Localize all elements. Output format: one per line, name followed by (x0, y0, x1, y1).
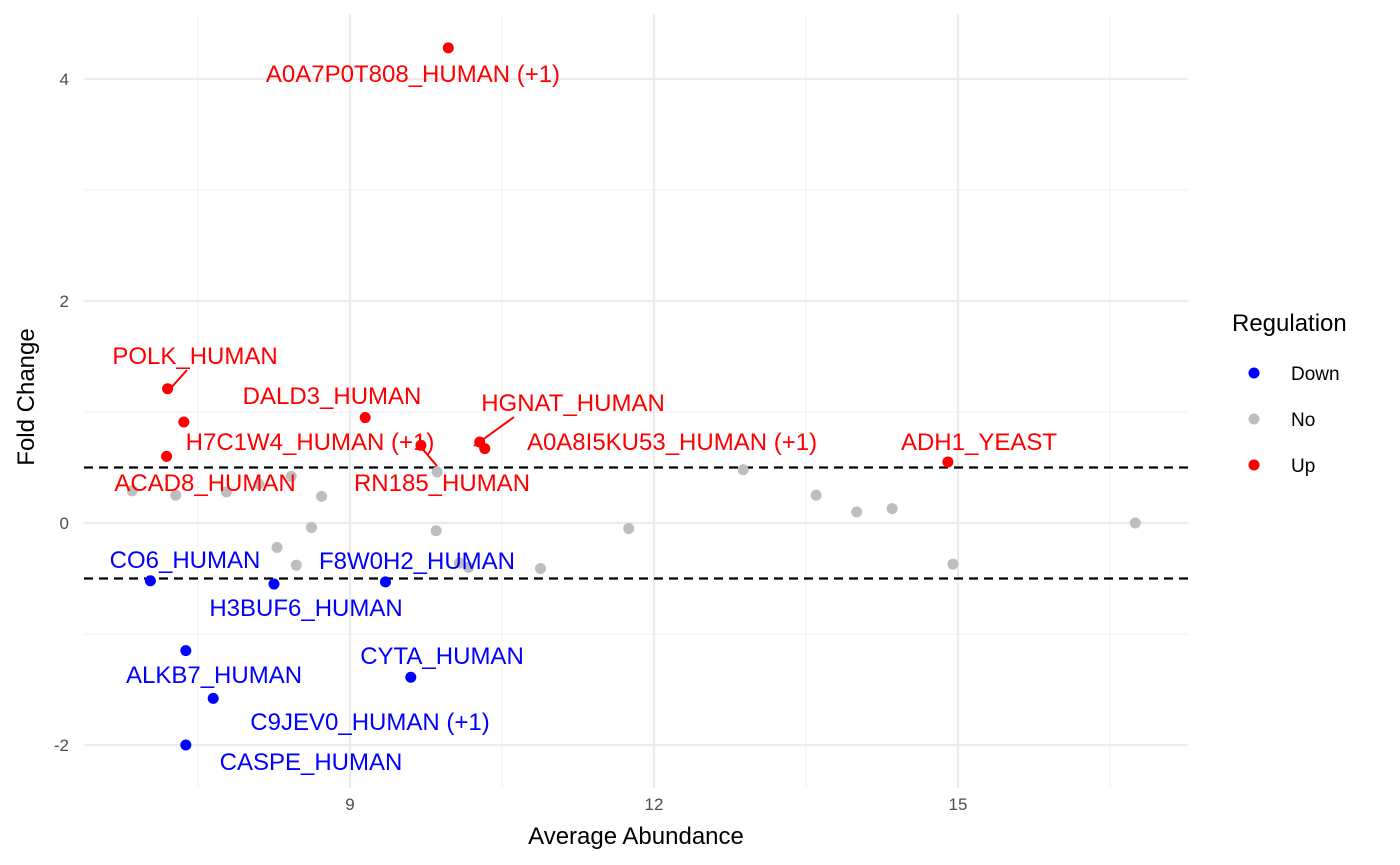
x-axis-ticks: 9 12 15 (345, 795, 967, 814)
point-no (453, 557, 465, 569)
x-axis-title: Average Abundance (528, 823, 744, 850)
point-up (178, 416, 190, 428)
legend-label-no: No (1291, 410, 1315, 431)
point-label: DALD3_HUMAN (243, 383, 422, 410)
legend-label-down: Down (1291, 364, 1340, 385)
point-no (220, 486, 232, 498)
label-connector (473, 416, 515, 447)
point-down (144, 575, 156, 587)
point-up (161, 450, 173, 462)
point-label: H7C1W4_HUMAN (+1) (186, 429, 435, 456)
point-down (207, 692, 219, 704)
legend-key-no (1248, 413, 1260, 425)
y-tick-label: 4 (60, 70, 69, 89)
point-no (285, 470, 297, 482)
point-label: C9JEV0_HUMAN (+1) (250, 709, 489, 736)
point-labels: CO6_HUMAN H3BUF6_HUMAN F8W0H2_HUMAN ALKB7_H… (110, 61, 1058, 776)
y-tick-label: 2 (60, 292, 69, 311)
legend: Regulation Down No Up (1232, 310, 1347, 477)
point-label: ALKB7_HUMAN (126, 662, 302, 689)
point-no (126, 485, 138, 497)
point-label: RN185_HUMAN (354, 470, 530, 497)
legend-label-up: Up (1291, 456, 1315, 477)
point-up (359, 412, 371, 424)
y-axis-ticks: -2 0 2 4 (54, 70, 69, 755)
point-no (535, 563, 547, 575)
point-label: A0A7P0T808_HUMAN (+1) (266, 61, 560, 88)
point-down (268, 578, 280, 590)
point-up (415, 439, 427, 451)
point-up (942, 456, 954, 468)
threshold-lines (84, 466, 1188, 580)
point-label: POLK_HUMAN (112, 343, 277, 370)
x-tick-label: 12 (645, 795, 664, 814)
point-no (810, 489, 822, 501)
point-label: CASPE_HUMAN (220, 749, 403, 776)
point-no (316, 490, 328, 502)
minor-gridlines (84, 14, 1188, 788)
point-no (947, 558, 959, 570)
y-tick-label: -2 (54, 736, 69, 755)
point-up (442, 42, 454, 54)
point-up (479, 443, 491, 455)
x-tick-label: 9 (345, 795, 354, 814)
point-label: CO6_HUMAN (110, 547, 261, 574)
point-no (290, 559, 302, 571)
data-points (126, 42, 1141, 751)
point-no (737, 464, 749, 476)
y-axis-title: Fold Change (13, 328, 40, 465)
point-down (180, 645, 192, 657)
point-no (886, 503, 898, 515)
point-no (431, 466, 443, 478)
point-label: A0A8I5KU53_HUMAN (+1) (527, 429, 817, 456)
point-no (1129, 517, 1141, 529)
point-up (162, 383, 174, 395)
point-no (430, 525, 442, 537)
label-connectors (169, 369, 515, 467)
point-no (623, 523, 635, 535)
legend-key-down (1248, 367, 1260, 379)
point-down (405, 671, 417, 683)
point-label: F8W0H2_HUMAN (319, 548, 515, 575)
point-label: ADH1_YEAST (901, 429, 1057, 456)
point-no (851, 506, 863, 518)
point-label: HGNAT_HUMAN (481, 390, 665, 417)
label-connector (169, 369, 188, 390)
point-no (170, 489, 182, 501)
point-label: CYTA_HUMAN (360, 643, 524, 670)
point-no (305, 521, 317, 533)
point-label: H3BUF6_HUMAN (209, 595, 402, 622)
point-no (271, 541, 283, 553)
point-no (253, 478, 265, 490)
point-label: ACAD8_HUMAN (114, 470, 295, 497)
point-no (463, 561, 475, 573)
legend-title: Regulation (1232, 310, 1347, 337)
label-connector (419, 445, 438, 467)
y-tick-label: 0 (60, 514, 69, 533)
point-down (180, 739, 192, 751)
legend-key-up (1248, 459, 1260, 471)
major-gridlines (84, 14, 1188, 788)
x-tick-label: 15 (949, 795, 968, 814)
point-down (379, 576, 391, 588)
